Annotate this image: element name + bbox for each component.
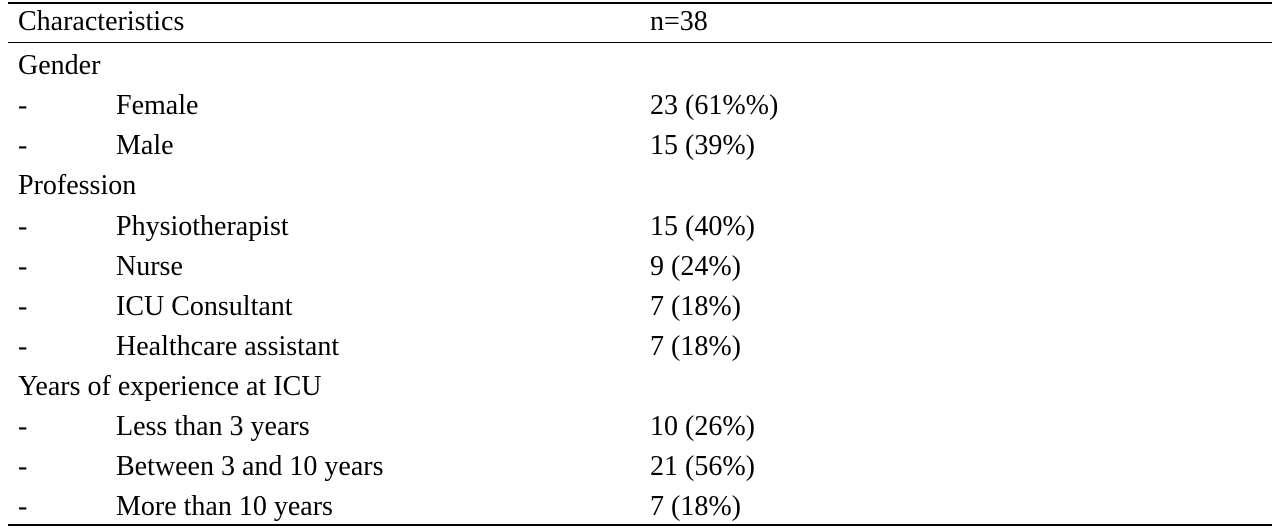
table-top-rule — [8, 2, 1272, 4]
group-title-profession: Profession — [18, 170, 137, 201]
characteristics-table: Characteristics n=38 Gender - Female 23 … — [8, 0, 1272, 526]
row-dash: - — [18, 90, 28, 121]
group-title-years-experience: Years of experience at ICU — [18, 371, 322, 402]
row-label-more-than-10: More than 10 years — [116, 491, 333, 522]
table-bottom-rule — [8, 524, 1272, 526]
row-value-between-3-and-10: 21 (56%) — [650, 451, 755, 482]
row-value-less-than-3: 10 (26%) — [650, 411, 755, 442]
row-dash: - — [18, 251, 28, 282]
row-dash: - — [18, 491, 28, 522]
row-label-female: Female — [116, 90, 199, 121]
row-label-male: Male — [116, 130, 174, 161]
row-value-healthcare-assistant: 7 (18%) — [650, 331, 741, 362]
header-n: n=38 — [650, 6, 708, 37]
row-label-between-3-and-10: Between 3 and 10 years — [116, 451, 384, 482]
row-label-healthcare-assistant: Healthcare assistant — [116, 331, 340, 362]
row-value-physiotherapist: 15 (40%) — [650, 211, 755, 242]
row-dash: - — [18, 331, 28, 362]
row-value-more-than-10: 7 (18%) — [650, 491, 741, 522]
row-dash: - — [18, 411, 28, 442]
row-label-icu-consultant: ICU Consultant — [116, 291, 293, 322]
group-title-gender: Gender — [18, 50, 101, 81]
row-value-female: 23 (61%%) — [650, 90, 779, 121]
row-label-nurse: Nurse — [116, 251, 183, 282]
row-dash: - — [18, 211, 28, 242]
table-header-rule — [8, 42, 1272, 43]
row-value-male: 15 (39%) — [650, 130, 755, 161]
row-value-icu-consultant: 7 (18%) — [650, 291, 741, 322]
row-label-physiotherapist: Physiotherapist — [116, 211, 289, 242]
row-dash: - — [18, 451, 28, 482]
row-dash: - — [18, 130, 28, 161]
row-dash: - — [18, 291, 28, 322]
row-value-nurse: 9 (24%) — [650, 251, 741, 282]
row-label-less-than-3: Less than 3 years — [116, 411, 310, 442]
header-characteristics: Characteristics — [18, 6, 185, 37]
